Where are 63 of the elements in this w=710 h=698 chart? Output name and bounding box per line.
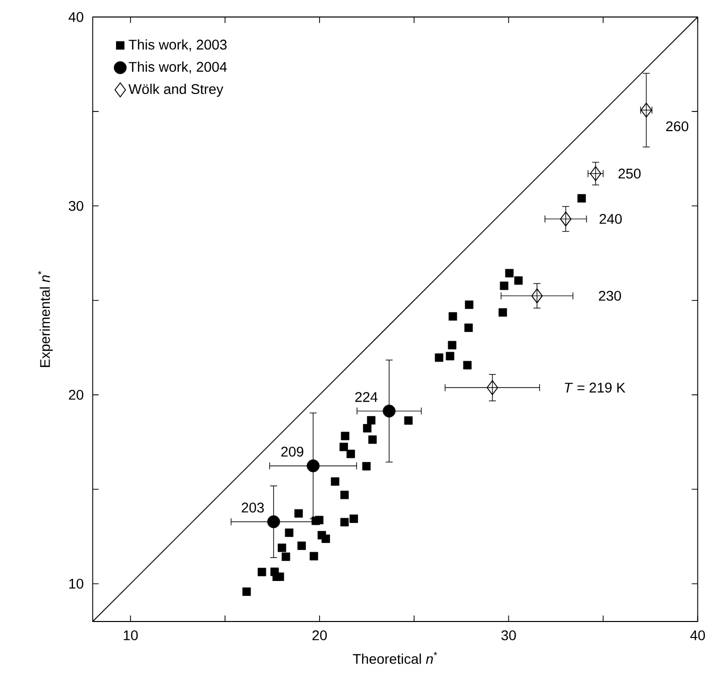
legend-label: This work, 2003	[128, 39, 227, 52]
point	[531, 288, 543, 304]
point	[306, 459, 320, 472]
point	[640, 102, 652, 118]
point	[267, 515, 280, 528]
point	[284, 528, 294, 537]
y-tick-label: 20	[68, 390, 84, 400]
point	[310, 552, 318, 560]
point	[276, 572, 284, 581]
point	[448, 340, 456, 350]
point	[363, 424, 372, 432]
point	[464, 324, 473, 332]
point	[382, 404, 396, 418]
point	[340, 518, 349, 526]
annotation: 250	[618, 168, 641, 179]
x-tick-label: 40	[690, 630, 705, 640]
x-tick-label: 10	[124, 630, 138, 640]
point	[282, 552, 290, 561]
point	[297, 542, 306, 550]
point	[294, 509, 303, 518]
y-tick-label: 10	[69, 578, 84, 589]
y-tick-label: 30	[68, 200, 84, 211]
point	[590, 166, 602, 182]
point	[446, 352, 454, 360]
point	[278, 544, 286, 552]
x-axis-title: Theoretical n$^{*}$	[352, 652, 438, 664]
annotation: 240	[600, 214, 622, 224]
annotation: 224	[355, 392, 378, 402]
annotation: 209	[281, 446, 304, 457]
annotation: 260	[666, 121, 688, 132]
point	[368, 435, 377, 444]
point	[350, 514, 358, 523]
annotation: 230	[598, 290, 621, 301]
legend-label: Wölk and Strey	[128, 84, 224, 97]
annotation: 203	[242, 502, 264, 513]
point	[560, 211, 572, 226]
point	[464, 300, 474, 309]
point	[330, 477, 340, 486]
x-tick-label: 30	[501, 630, 516, 640]
y-axis-title: Experimental n$^{*}$	[38, 271, 53, 367]
point	[340, 490, 349, 500]
point	[340, 432, 350, 440]
point	[500, 282, 508, 290]
point	[346, 450, 355, 458]
point	[514, 276, 523, 285]
x-tick-label: 20	[312, 630, 327, 640]
point	[366, 416, 376, 425]
point	[404, 416, 413, 425]
point	[322, 534, 330, 543]
point	[577, 194, 586, 203]
point	[340, 442, 348, 452]
point	[486, 380, 498, 396]
annotation: T = 219 K	[564, 382, 626, 393]
legend-label: This work, 2004	[128, 62, 227, 74]
point	[448, 312, 458, 321]
y-tick-label: 40	[68, 12, 84, 22]
point	[434, 353, 444, 362]
point	[362, 462, 371, 470]
point	[498, 308, 507, 317]
point	[505, 268, 514, 278]
point	[258, 568, 266, 576]
point	[463, 360, 472, 370]
point	[242, 587, 251, 596]
